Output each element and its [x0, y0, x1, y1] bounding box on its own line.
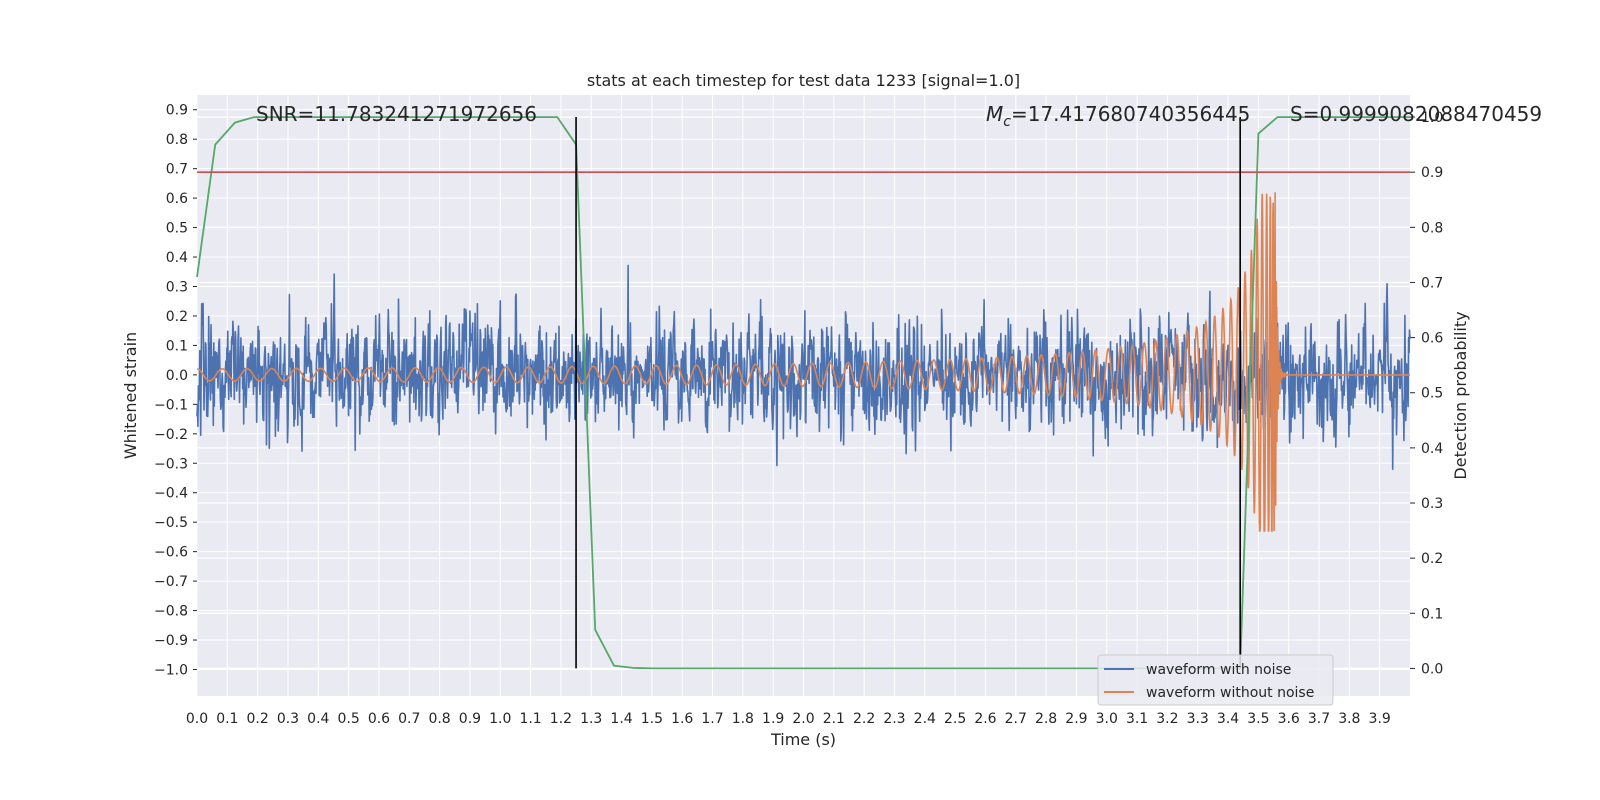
y-tick-label: 0.3	[166, 279, 188, 295]
y-tick-label: −0.6	[154, 545, 188, 561]
x-tick-label: 3.3	[1187, 711, 1209, 727]
x-tick-label: 3.4	[1217, 711, 1239, 727]
y-tick-label: −0.2	[154, 427, 188, 443]
y2-tick-label: 0.1	[1421, 606, 1443, 622]
legend-entry-clean: waveform without noise	[1146, 685, 1314, 701]
chirp-mass-value: =17.417680740356445	[1011, 102, 1250, 126]
clean-waveform-line	[197, 192, 1410, 532]
snr-annotation: SNR=11.783241271972656	[256, 102, 537, 126]
y-axis-label: Whitened strain	[121, 332, 140, 459]
x-tick-label: 0.6	[368, 711, 390, 727]
y-tick-label: −1.0	[154, 662, 188, 678]
legend: waveform with noise waveform without noi…	[1097, 654, 1334, 706]
y2-tick-label: 0.3	[1421, 496, 1443, 512]
x-tick-label: 3.0	[1096, 711, 1118, 727]
x-tick-label: 1.9	[762, 711, 784, 727]
x-tick-label: 1.3	[580, 711, 602, 727]
x-tick-label: 0.9	[459, 711, 481, 727]
y-tick-label: 0.1	[166, 338, 188, 354]
legend-entry-noise: waveform with noise	[1146, 662, 1291, 678]
chirp-mass-symbol: M	[986, 102, 1003, 126]
x-tick-label: 1.2	[550, 711, 572, 727]
x-tick-label: 2.6	[974, 711, 996, 727]
x-tick-label: 1.8	[732, 711, 754, 727]
y2-tick-label: 0.2	[1421, 551, 1443, 567]
y-tick-label: −0.3	[154, 456, 188, 472]
y2-tick-label: 0.4	[1421, 441, 1443, 457]
y-tick-label: 0.7	[166, 162, 188, 178]
y-tick-labels: 0.9 0.8 0.7 0.6 0.5 0.4 0.3 0.2 0.1 0.0 −0.1 −0.2 −0…	[154, 103, 188, 679]
x-axis-label: Time (s)	[770, 730, 836, 749]
x-tick-label: 3.2	[1156, 711, 1178, 727]
series-waveform-without-noise	[197, 192, 1410, 532]
x-tick-label: 2.0	[792, 711, 814, 727]
x-tick-label: 1.7	[701, 711, 723, 727]
y2-tick-label: 0.5	[1421, 386, 1443, 402]
y-tick-label: 0.2	[166, 309, 188, 325]
x-tick-label: 1.5	[641, 711, 663, 727]
y2-tick-label: 0.0	[1421, 661, 1443, 677]
y2-tick-label: 0.8	[1421, 220, 1443, 236]
x-tick-labels: 0.0 0.1 0.2 0.3 0.4 0.5 0.6 0.7 0.8 0.9 1.0 1.1 1.2 1…	[186, 711, 1391, 727]
x-tick-label: 3.7	[1308, 711, 1330, 727]
y-tick-label: −0.8	[154, 604, 188, 620]
y-tick-label: 0.5	[166, 221, 188, 237]
x-tick-label: 3.6	[1278, 711, 1300, 727]
y-tick-label: 0.0	[166, 368, 188, 384]
chart-title: stats at each timestep for test data 123…	[587, 71, 1020, 90]
y-tick-label: 0.8	[166, 132, 188, 148]
y2-tick-label: 0.6	[1421, 331, 1443, 347]
x-tick-label: 0.0	[186, 711, 208, 727]
x-tick-label: 2.3	[883, 711, 905, 727]
x-tick-label: 3.8	[1338, 711, 1360, 727]
x-tick-label: 2.7	[1005, 711, 1027, 727]
x-tick-label: 2.9	[1065, 711, 1087, 727]
score-annotation: S=0.9999082088470459	[1290, 102, 1542, 126]
chirp-mass-subscript: c	[1003, 114, 1011, 130]
x-tick-label: 0.1	[216, 711, 238, 727]
y-tick-label: 0.4	[166, 250, 188, 266]
y2-tick-label: 0.9	[1421, 165, 1443, 181]
y2-tick-label: 0.7	[1421, 275, 1443, 291]
x-tick-label: 2.1	[823, 711, 845, 727]
x-tick-label: 0.3	[277, 711, 299, 727]
y-tick-label: −0.9	[154, 633, 188, 649]
chirp-mass-annotation: Mc=17.417680740356445	[986, 102, 1250, 130]
legend-box	[1097, 654, 1334, 706]
x-tick-label: 0.4	[307, 711, 329, 727]
x-tick-label: 0.2	[247, 711, 269, 727]
x-tick-label: 1.1	[519, 711, 541, 727]
x-grid	[196, 95, 1381, 696]
x-tick-label: 0.8	[428, 711, 450, 727]
x-tick-label: 2.5	[944, 711, 966, 727]
x-tick-label: 1.0	[489, 711, 511, 727]
x-tick-label: 2.4	[914, 711, 936, 727]
y-tick-label: 0.9	[166, 103, 188, 119]
x-tick-label: 1.6	[671, 711, 693, 727]
x-tick-label: 0.5	[337, 711, 359, 727]
vertical-markers	[575, 117, 1241, 669]
y-tick-label: −0.4	[154, 486, 188, 502]
y2-tick-labels: 1.0 0.9 0.8 0.7 0.6 0.5 0.4 0.3 0.2 0.1 0.0	[1421, 110, 1443, 677]
x-tick-label: 3.5	[1247, 711, 1269, 727]
y-tick-label: −0.1	[154, 397, 188, 413]
x-tick-label: 1.4	[610, 711, 632, 727]
x-tick-label: 0.7	[398, 711, 420, 727]
x-tick-label: 3.1	[1126, 711, 1148, 727]
y-tick-label: 0.6	[166, 191, 188, 207]
x-tick-label: 2.2	[853, 711, 875, 727]
y-tick-label: −0.5	[154, 515, 188, 531]
y2-tick-label: 1.0	[1421, 110, 1443, 126]
y-tick-label: −0.7	[154, 574, 188, 590]
x-tick-label: 2.8	[1035, 711, 1057, 727]
y2-axis-label: Detection probability	[1451, 311, 1470, 479]
x-tick-label: 3.9	[1369, 711, 1391, 727]
